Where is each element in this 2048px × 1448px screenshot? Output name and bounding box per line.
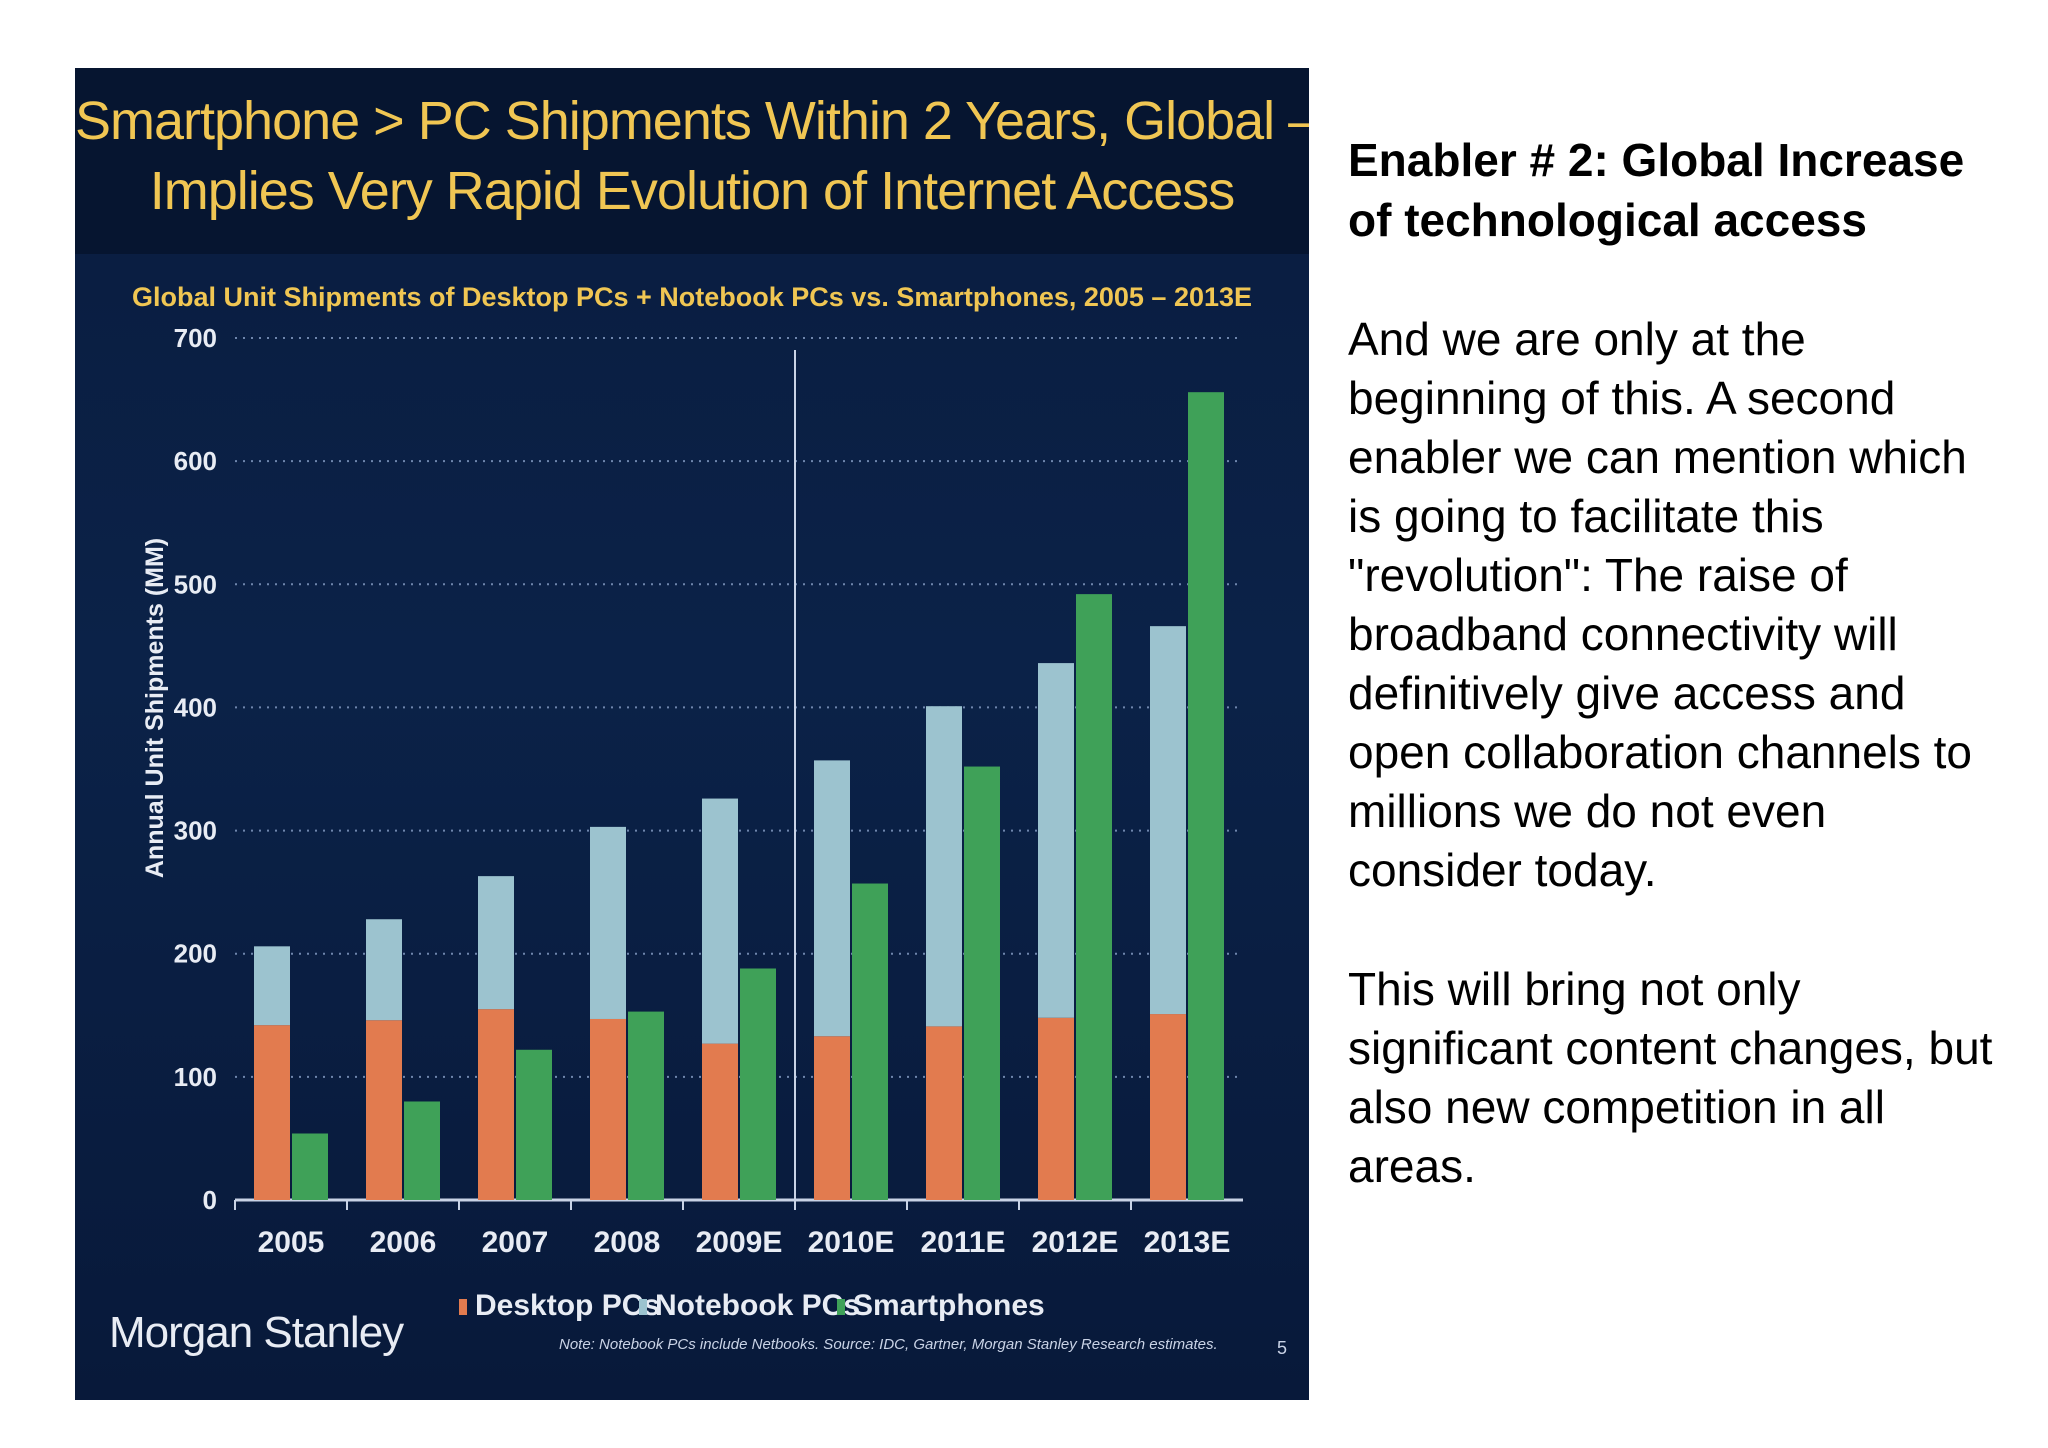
bar-notebook-pcs xyxy=(702,798,738,1044)
bar-desktop-pcs xyxy=(814,1036,850,1200)
bar-smartphones xyxy=(404,1101,440,1200)
morgan-stanley-logo: Morgan Stanley xyxy=(109,1308,404,1357)
bar-desktop-pcs xyxy=(926,1026,962,1200)
y-tick-label: 100 xyxy=(174,1062,217,1092)
y-tick-label: 700 xyxy=(174,323,217,353)
page-number: 5 xyxy=(1277,1338,1288,1358)
bars xyxy=(254,392,1224,1200)
bar-smartphones xyxy=(516,1049,552,1200)
bar-desktop-pcs xyxy=(1150,1014,1186,1200)
y-axis-title: Annual Unit Shipments (MM) xyxy=(141,538,169,878)
y-tick-label: 600 xyxy=(174,446,217,476)
x-tick-label: 2008 xyxy=(594,1226,661,1259)
y-tick-label: 300 xyxy=(174,816,217,846)
x-tick-label: 2007 xyxy=(482,1226,549,1259)
legend-label: Smartphones xyxy=(853,1289,1045,1322)
legend-swatch xyxy=(459,1299,467,1315)
bar-notebook-pcs xyxy=(1038,663,1074,1018)
y-tick-label: 400 xyxy=(174,692,217,722)
bar-smartphones xyxy=(1076,594,1112,1200)
bar-notebook-pcs xyxy=(590,826,626,1019)
bar-notebook-pcs xyxy=(254,946,290,1026)
gridlines xyxy=(235,337,1243,1078)
x-tick-label: 2010E xyxy=(808,1226,895,1259)
axes xyxy=(234,350,1243,1210)
legend-label: Notebook PCs xyxy=(655,1289,860,1322)
slide-title-line-1: Smartphone > PC Shipments Within 2 Years… xyxy=(75,91,1309,151)
bar-smartphones xyxy=(852,883,888,1200)
bar-smartphones xyxy=(740,968,776,1200)
legend-swatch xyxy=(639,1299,647,1315)
side-text: Enabler # 2: Global Increase of technolo… xyxy=(1348,130,1998,1196)
x-tick-label: 2009E xyxy=(696,1226,783,1259)
chart-slide: Smartphone > PC Shipments Within 2 Years… xyxy=(75,68,1309,1400)
bar-notebook-pcs xyxy=(1150,626,1186,1015)
chart-subtitle: Global Unit Shipments of Desktop PCs + N… xyxy=(132,282,1252,312)
bar-desktop-pcs xyxy=(254,1025,290,1200)
bar-notebook-pcs xyxy=(814,760,850,1037)
bar-desktop-pcs xyxy=(366,1020,402,1200)
bar-smartphones xyxy=(964,766,1000,1200)
legend-label: Desktop PCs xyxy=(475,1289,660,1322)
y-tick-label: 500 xyxy=(174,569,217,599)
side-paragraph-2: This will bring not only significant con… xyxy=(1348,963,1993,1192)
slide-title-line-2: Implies Very Rapid Evolution of Internet… xyxy=(149,161,1236,221)
axis-labels: 0 100 200 300 400 500 600 700 2005 2006 2007 2008 20… xyxy=(174,323,1231,1259)
bar-smartphones xyxy=(292,1133,328,1200)
x-tick-label: 2012E xyxy=(1032,1226,1119,1259)
bar-desktop-pcs xyxy=(1038,1017,1074,1200)
x-tick-label: 2013E xyxy=(1144,1226,1231,1259)
bar-desktop-pcs xyxy=(478,1009,514,1200)
bar-smartphones xyxy=(628,1011,664,1200)
title-band xyxy=(75,68,1309,254)
side-heading: Enabler # 2: Global Increase of technolo… xyxy=(1348,134,1965,246)
legend-swatch xyxy=(837,1299,845,1315)
y-tick-label: 200 xyxy=(174,939,217,969)
bar-desktop-pcs xyxy=(702,1043,738,1200)
source-note: Note: Notebook PCs include Netbooks. Sou… xyxy=(559,1336,1218,1353)
y-tick-label: 0 xyxy=(203,1185,217,1215)
bar-chart: Global Unit Shipments of Desktop PCs + N… xyxy=(132,282,1252,1322)
bar-desktop-pcs xyxy=(590,1018,626,1200)
side-paragraph-1: And we are only at the beginning of this… xyxy=(1348,313,1973,896)
x-tick-label: 2005 xyxy=(258,1226,325,1259)
bar-smartphones xyxy=(1188,392,1224,1200)
x-tick-label: 2011E xyxy=(920,1226,1005,1259)
bar-notebook-pcs xyxy=(926,706,962,1027)
bar-notebook-pcs xyxy=(478,876,514,1010)
x-tick-label: 2006 xyxy=(370,1226,437,1259)
bar-notebook-pcs xyxy=(366,919,402,1021)
